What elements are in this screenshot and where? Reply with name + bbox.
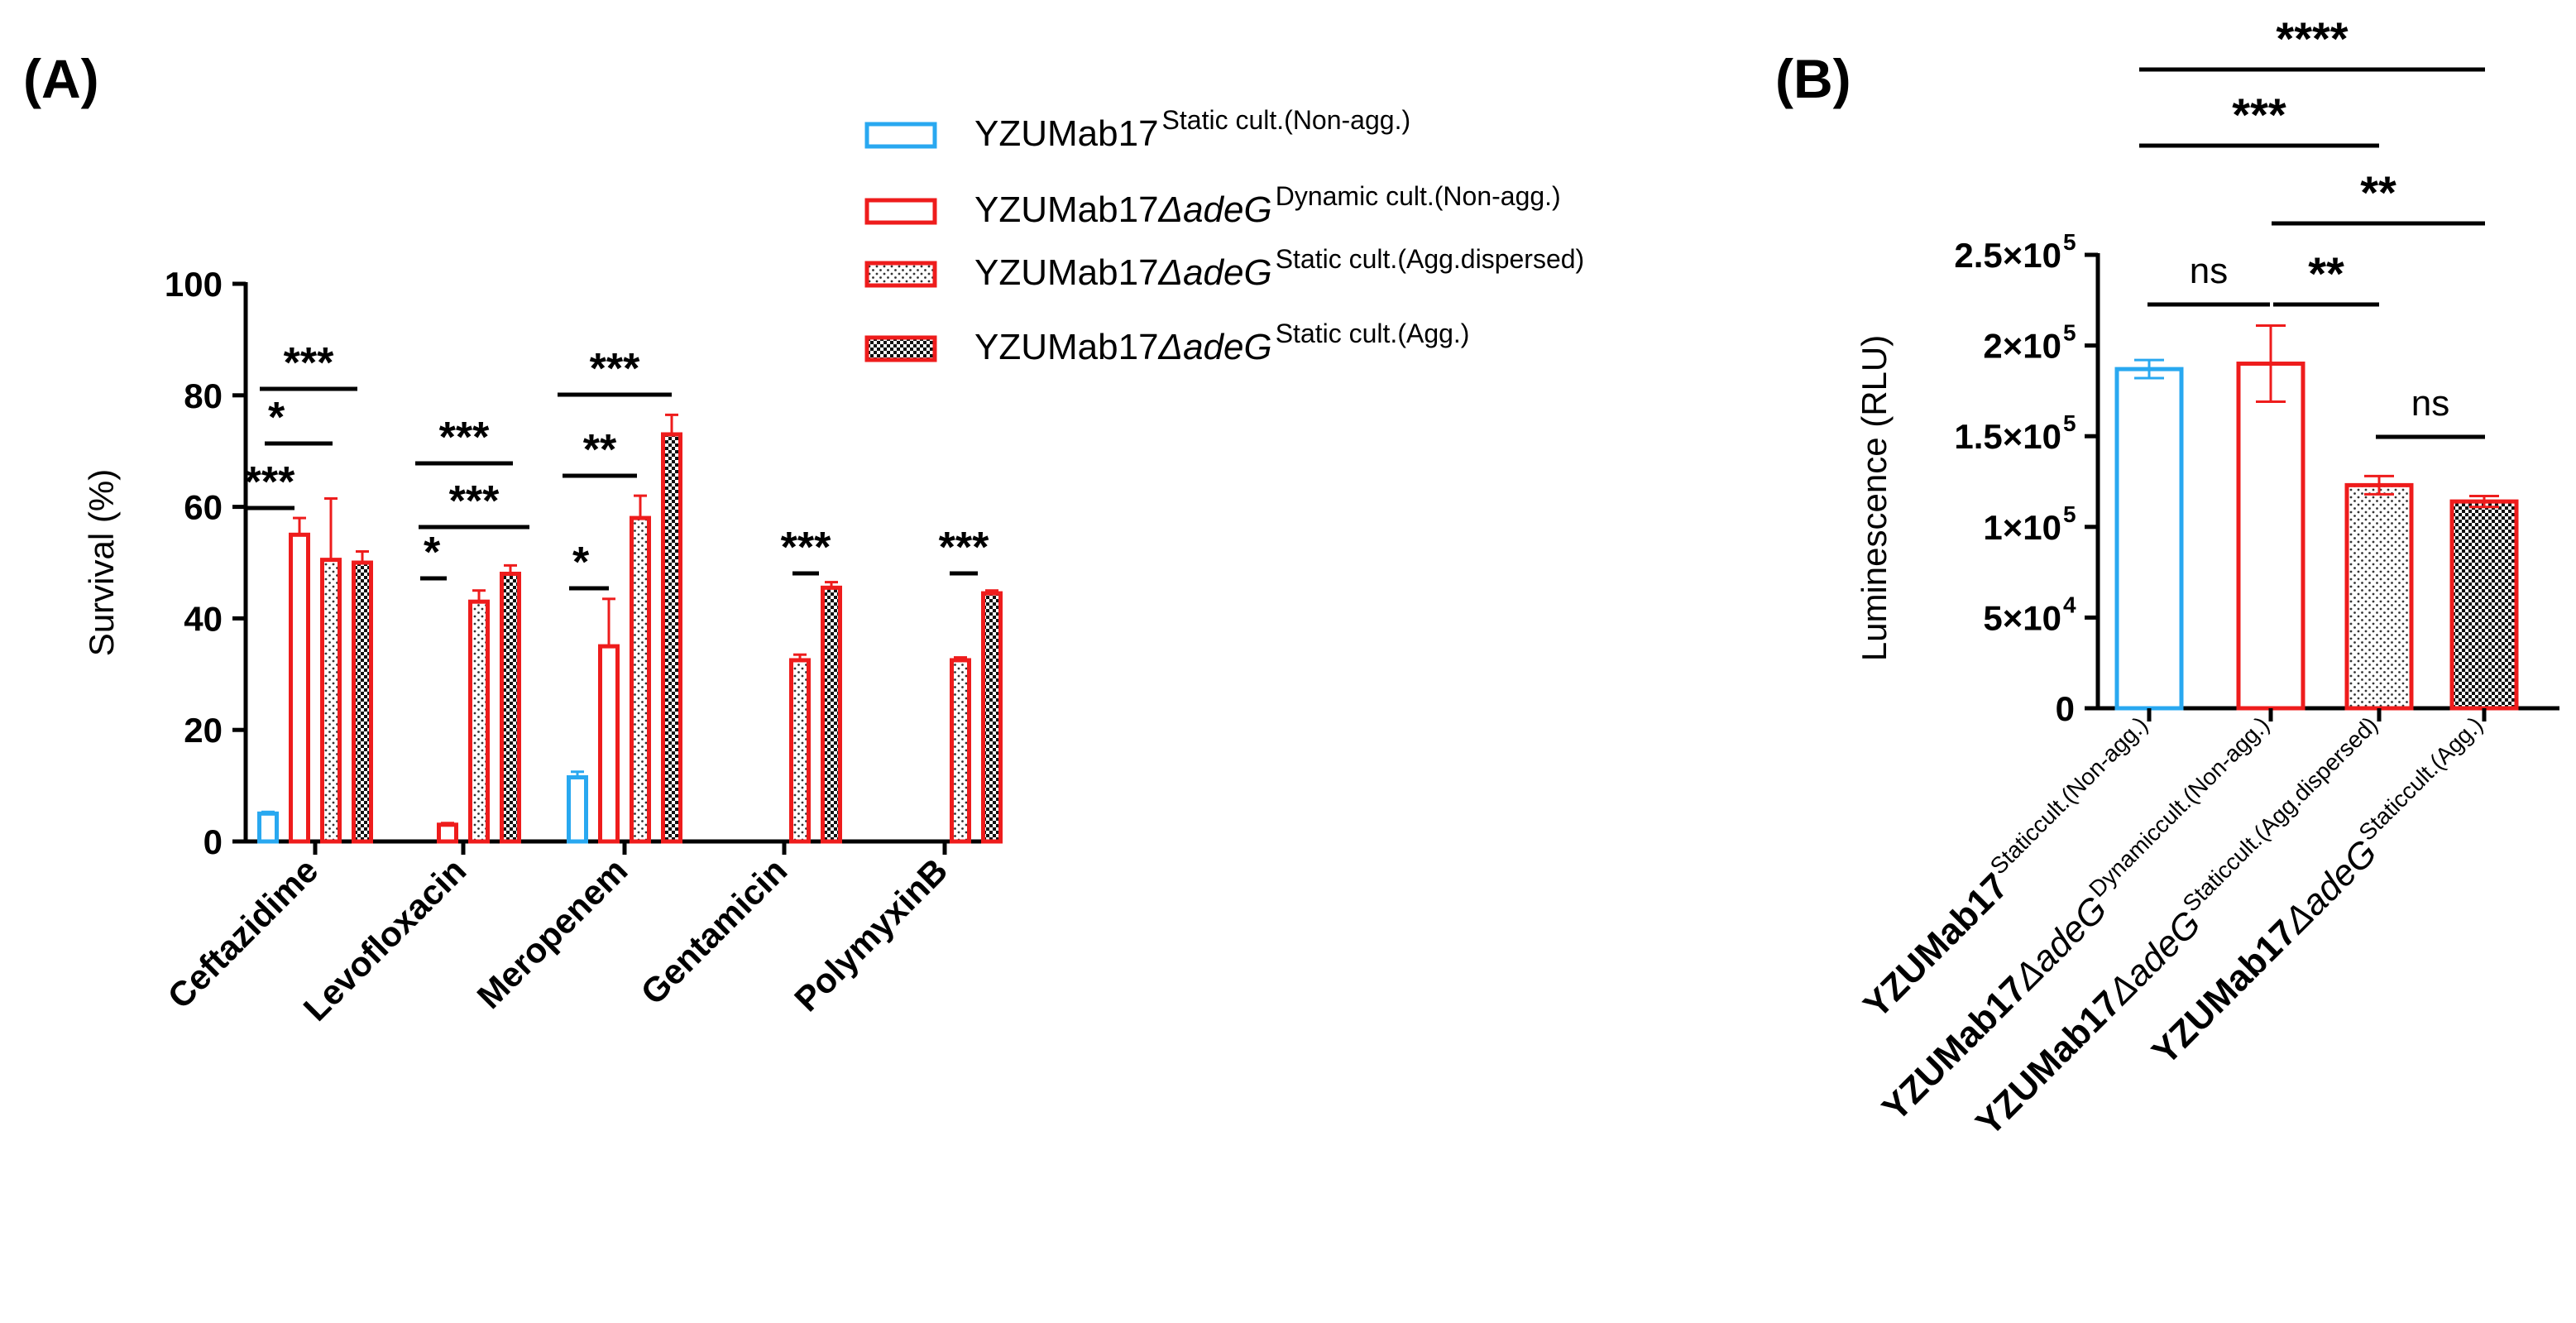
x-tick-label: Gentamicin <box>633 851 794 1012</box>
y-tick-base: 1.5×10 <box>1954 417 2061 456</box>
y-tick-label: 0 <box>2056 689 2075 728</box>
y-tick-label: 80 <box>184 376 223 415</box>
x-tick-label: Meropenem <box>469 851 634 1016</box>
bar <box>567 774 588 844</box>
significance-label: *** <box>449 477 500 525</box>
bar <box>821 585 842 844</box>
bar <box>661 432 682 844</box>
significance-label: *** <box>781 524 831 572</box>
y-tick-base: 0 <box>2056 689 2075 728</box>
bar <box>437 822 458 844</box>
y-tick-exponent: 4 <box>2063 592 2076 617</box>
legend-superscript: Static cult.(Agg.) <box>1276 319 1470 348</box>
y-tick-label: 100 <box>165 265 223 304</box>
legend-superscript: Static cult.(Agg.dispersed) <box>1276 244 1585 274</box>
significance-label: *** <box>939 524 989 572</box>
y-tick-label: 5×10 <box>1983 598 2061 637</box>
bar <box>468 599 490 844</box>
legend-swatch <box>864 261 937 288</box>
y-tick-base: 2×10 <box>1983 327 2061 366</box>
bar <box>2236 362 2305 711</box>
y-tick-base: 2.5×10 <box>1954 236 2061 275</box>
legend-superscript: Static cult.(Non-agg.) <box>1162 105 1411 135</box>
significance-label: ** <box>2360 166 2396 218</box>
bar <box>630 515 651 844</box>
legend-mutation: ΔadeG <box>1158 189 1272 230</box>
significance-label: ** <box>583 426 617 474</box>
bar <box>352 560 373 844</box>
legend-entry: YZUMab17 Static cult.(Non-agg.) <box>974 105 1410 154</box>
bar <box>320 558 342 844</box>
bar <box>950 658 971 844</box>
y-tick-exponent: 5 <box>2063 229 2076 255</box>
significance-label: ** <box>2308 247 2344 300</box>
legend-mutation: ΔadeG <box>1158 327 1272 367</box>
bar <box>500 571 521 844</box>
legend-name: YZUMab17 <box>974 113 1159 154</box>
bar <box>598 644 620 844</box>
y-axis-label: Luminescence (RLU) <box>1855 335 1894 662</box>
y-tick-label: 40 <box>184 599 223 638</box>
significance-label: *** <box>590 345 640 393</box>
y-tick-exponent: 5 <box>2063 501 2076 527</box>
significance-label: *** <box>2232 89 2286 141</box>
bar <box>257 811 279 844</box>
bar <box>2344 482 2414 711</box>
x-label-mutation: ΔadeG <box>2276 832 2385 942</box>
chart-b: 05×10 41×10 51.5×10 52×10 52.5×10 5Luminescen… <box>1855 12 2559 1143</box>
panel-b-label: (B) <box>1775 48 1851 109</box>
significance-label: * <box>424 529 441 577</box>
x-label-mutation: ΔadeG <box>2005 889 2114 998</box>
y-tick-label: 20 <box>184 711 223 750</box>
significance-label: * <box>572 539 590 587</box>
legend-entry: YZUMab17ΔadeG Dynamic cult.(Non-agg.) <box>974 181 1561 230</box>
y-tick-exponent: 5 <box>2063 320 2076 346</box>
significance-label: * <box>268 394 285 442</box>
legend-name: YZUMab17 <box>974 189 1159 230</box>
legend-name: YZUMab17 <box>974 252 1159 293</box>
y-tick-label: 2×10 <box>1983 327 2061 366</box>
significance-label: ns <box>2190 251 2228 291</box>
y-axis-label: Survival (%) <box>82 469 121 656</box>
panel-a-label: (A) <box>23 48 99 109</box>
bar <box>289 532 310 844</box>
legend-swatch <box>864 198 937 225</box>
significance-label: *** <box>284 339 334 387</box>
legend-mutation: ΔadeG <box>1158 252 1272 293</box>
significance-label: ns <box>2411 383 2449 424</box>
x-tick-label: Ceftazidime <box>160 851 325 1016</box>
y-tick-label: 1.5×10 <box>1954 417 2061 456</box>
x-tick-label: PolymyxinB <box>787 851 955 1019</box>
bar <box>789 658 811 844</box>
legend-swatch <box>864 335 937 362</box>
significance-label: **** <box>2276 12 2348 65</box>
legend-superscript: Dynamic cult.(Non-agg.) <box>1276 181 1561 211</box>
bar <box>2114 367 2184 711</box>
y-tick-label: 60 <box>184 488 223 527</box>
x-tick-label: YZUMab17ΔadeGStaticcult.(Agg.dispersed) <box>1965 712 2396 1143</box>
legend: YZUMab17 Static cult.(Non-agg.)YZUMab17Δa… <box>864 105 1584 367</box>
y-tick-label: 0 <box>203 822 223 861</box>
bar <box>981 591 1003 844</box>
y-tick-label: 2.5×10 <box>1954 236 2061 275</box>
y-tick-base: 5×10 <box>1983 598 2061 637</box>
bar <box>2449 499 2519 711</box>
legend-entry: YZUMab17ΔadeG Static cult.(Agg.) <box>974 319 1469 367</box>
legend-swatch <box>864 122 937 149</box>
legend-name: YZUMab17 <box>974 327 1159 367</box>
y-tick-base: 1×10 <box>1983 508 2061 547</box>
significance-label: *** <box>245 458 295 506</box>
y-tick-label: 1×10 <box>1983 508 2061 547</box>
significance-label: *** <box>439 414 490 462</box>
legend-entry: YZUMab17ΔadeG Static cult.(Agg.dispersed) <box>974 244 1584 293</box>
y-tick-exponent: 5 <box>2063 410 2076 436</box>
